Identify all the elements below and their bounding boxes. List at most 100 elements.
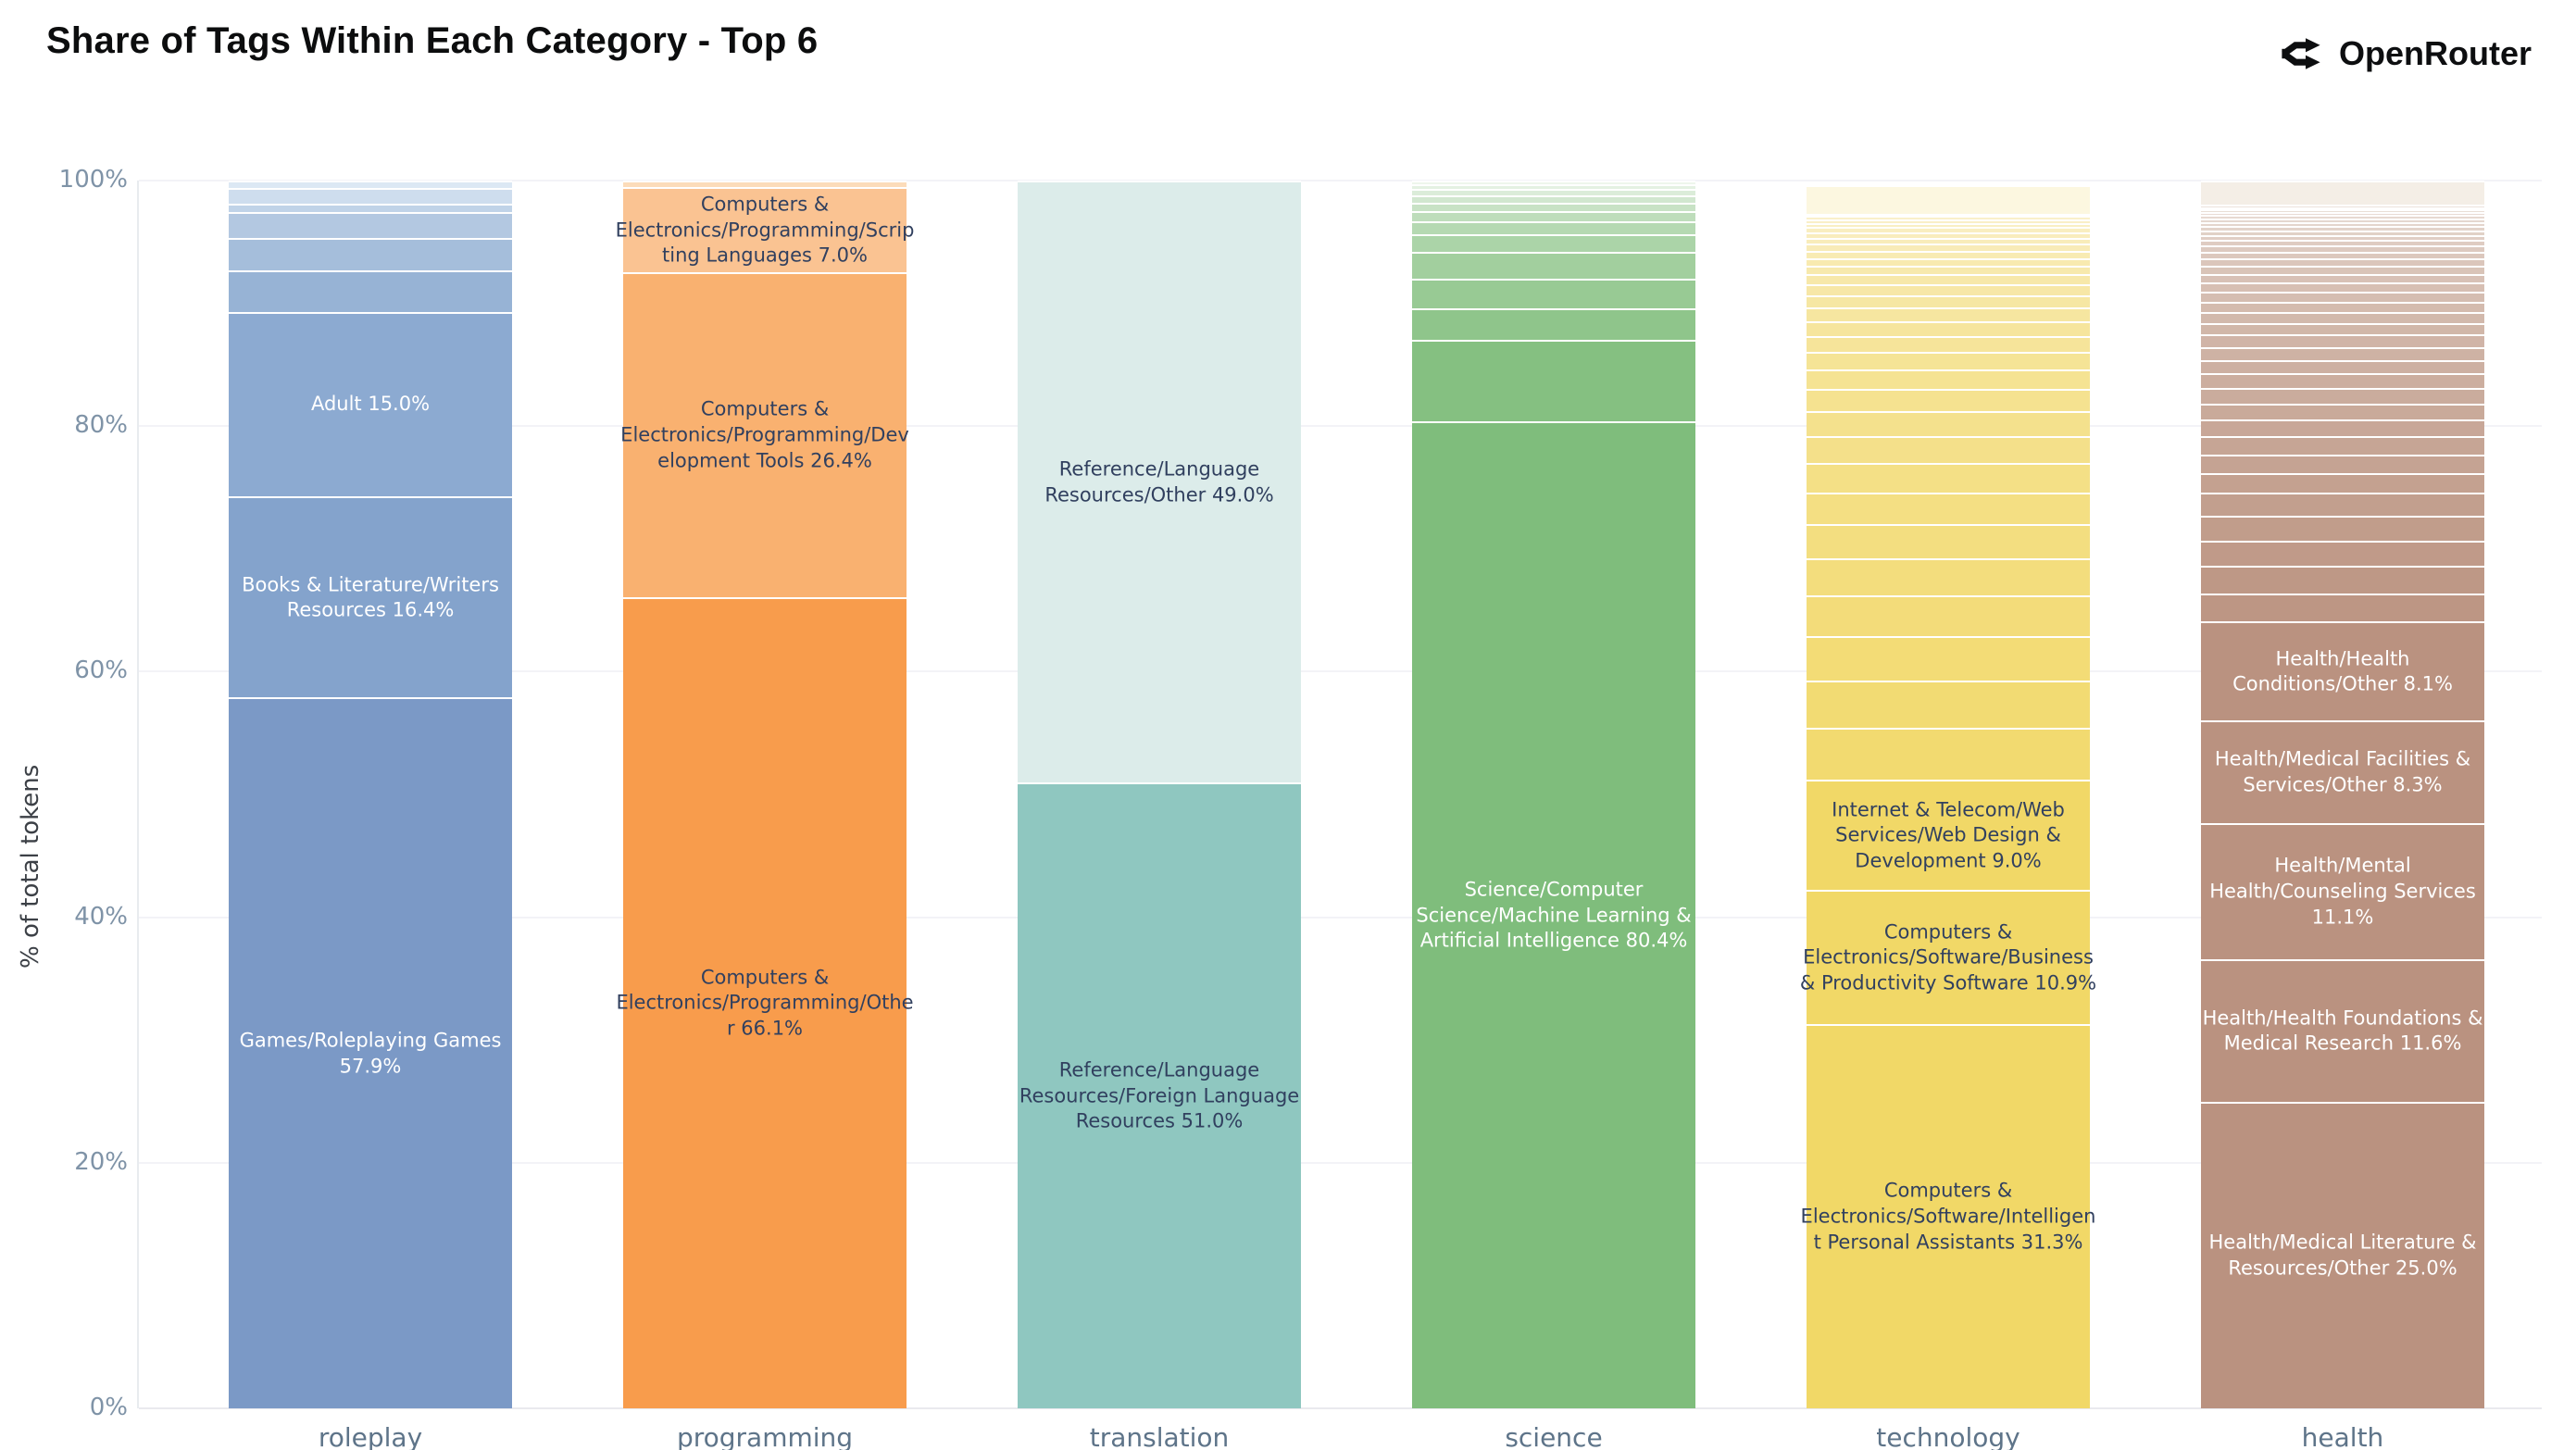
bar-segment-roleplay-7[interactable] — [229, 187, 512, 205]
bar-segment-technology-11[interactable] — [1807, 435, 2090, 463]
bar-segment-technology-12[interactable] — [1807, 411, 2090, 436]
bar-segment-science-12[interactable] — [1412, 181, 1695, 184]
bar-segment-translation-1[interactable]: Reference/Language Resources/Other 49.0% — [1018, 181, 1301, 782]
bar-segment-technology-26[interactable] — [1807, 237, 2090, 244]
bar-segment-technology-29[interactable] — [1807, 222, 2090, 228]
bar-segment-programming-1[interactable]: Computers & Electronics/Programming/Deve… — [620, 272, 909, 597]
bar-segment-health-13[interactable] — [2201, 419, 2484, 437]
bar-segment-roleplay-0[interactable]: Games/Roleplaying Games 57.9% — [229, 697, 512, 1408]
bar-segment-science-8[interactable] — [1412, 202, 1695, 212]
bar-segment-technology-0[interactable]: Computers & Electronics/Software/Intelli… — [1801, 1023, 2095, 1408]
bar-segment-technology-2[interactable]: Internet & Telecom/Web Services/Web Desi… — [1807, 780, 2090, 891]
bar-segment-health-4[interactable]: Health/Health Conditions/Other 8.1% — [2201, 621, 2484, 721]
bar-segment-science-1[interactable] — [1412, 340, 1695, 421]
bar-segment-health-3[interactable]: Health/Medical Facilities & Services/Oth… — [2201, 720, 2484, 823]
bar-segment-health-41[interactable] — [2201, 180, 2484, 206]
bar-segment-technology-1[interactable]: Computers & Electronics/Software/Busines… — [1800, 890, 2096, 1024]
bar-segment-health-32[interactable] — [2201, 230, 2484, 236]
bar-segment-science-10[interactable] — [1412, 189, 1695, 195]
bar-segment-technology-24[interactable] — [1807, 250, 2090, 258]
bar-segment-technology-15[interactable] — [1807, 352, 2090, 370]
bar-segment-health-35[interactable] — [2201, 219, 2484, 223]
bar-segment-technology-18[interactable] — [1807, 307, 2090, 321]
bar-segment-technology-8[interactable] — [1807, 524, 2090, 559]
bar-segment-health-21[interactable] — [2201, 311, 2484, 323]
bar-segment-health-6[interactable] — [2201, 566, 2484, 594]
bar-segment-health-19[interactable] — [2201, 334, 2484, 347]
bar-segment-health-11[interactable] — [2201, 454, 2484, 473]
bar-segment-translation-0[interactable]: Reference/Language Resources/Foreign Lan… — [1018, 781, 1301, 1408]
bar-segment-health-16[interactable] — [2201, 373, 2484, 389]
bar-segment-science-4[interactable] — [1412, 251, 1695, 280]
bar-segment-health-1[interactable]: Health/Health Foundations & Medical Rese… — [2201, 958, 2484, 1102]
bar-segment-health-39[interactable] — [2201, 206, 2484, 210]
bar-segment-health-31[interactable] — [2201, 235, 2484, 241]
bar-segment-roleplay-3[interactable] — [229, 269, 512, 312]
bar-segment-roleplay-5[interactable] — [229, 212, 512, 239]
bar-segment-technology-31[interactable] — [1807, 216, 2090, 219]
bar-segment-technology-13[interactable] — [1807, 389, 2090, 412]
bar-segment-technology-7[interactable] — [1807, 558, 2090, 596]
bar-segment-health-26[interactable] — [2201, 266, 2484, 274]
bar-segment-health-15[interactable] — [2201, 388, 2484, 404]
bar-segment-health-8[interactable] — [2201, 516, 2484, 541]
bar-segment-science-9[interactable] — [1412, 194, 1695, 203]
bar-segment-technology-10[interactable] — [1807, 463, 2090, 493]
bar-segment-health-24[interactable] — [2201, 282, 2484, 293]
bar-segment-science-2[interactable] — [1412, 307, 1695, 341]
bar-segment-health-5[interactable] — [2201, 593, 2484, 622]
bar-segment-health-18[interactable] — [2201, 346, 2484, 360]
bar-segment-technology-30[interactable] — [1807, 219, 2090, 223]
bar-segment-health-17[interactable] — [2201, 359, 2484, 374]
bar-segment-programming-3[interactable] — [623, 181, 907, 187]
bar-segment-science-7[interactable] — [1412, 211, 1695, 221]
bar-segment-health-7[interactable] — [2201, 540, 2484, 567]
bar-segment-technology-17[interactable] — [1807, 320, 2090, 336]
bar-segment-health-29[interactable] — [2201, 245, 2484, 252]
bar-segment-technology-28[interactable] — [1807, 227, 2090, 232]
bar-segment-technology-23[interactable] — [1807, 257, 2090, 267]
bar-segment-health-12[interactable] — [2201, 436, 2484, 455]
bar-segment-technology-19[interactable] — [1807, 295, 2090, 308]
bar-segment-technology-27[interactable] — [1807, 231, 2090, 238]
bar-segment-science-3[interactable] — [1412, 279, 1695, 308]
bar-segment-health-2[interactable]: Health/Mental Health/Counseling Services… — [2201, 822, 2484, 959]
bar-segment-technology-4[interactable] — [1807, 680, 2090, 729]
bar-segment-science-0[interactable]: Science/Computer Science/Machine Learnin… — [1412, 420, 1695, 1408]
bar-segment-health-28[interactable] — [2201, 251, 2484, 259]
bar-segment-health-9[interactable] — [2201, 492, 2484, 516]
bar-segment-health-14[interactable] — [2201, 403, 2484, 419]
bar-segment-technology-33[interactable] — [1807, 185, 2090, 214]
bar-segment-roleplay-8[interactable] — [229, 181, 512, 188]
bar-segment-technology-5[interactable] — [1807, 635, 2090, 681]
bar-segment-technology-3[interactable] — [1807, 728, 2090, 781]
bar-segment-health-25[interactable] — [2201, 273, 2484, 283]
bar-segment-technology-32[interactable] — [1807, 213, 2090, 217]
bar-segment-health-0[interactable]: Health/Medical Literature & Resources/Ot… — [2201, 1101, 2484, 1408]
bar-segment-health-23[interactable] — [2201, 292, 2484, 302]
bar-segment-technology-20[interactable] — [1807, 284, 2090, 295]
bar-segment-technology-25[interactable] — [1807, 244, 2090, 251]
bar-segment-health-10[interactable] — [2201, 472, 2484, 493]
bar-segment-technology-14[interactable] — [1807, 369, 2090, 390]
bar-segment-technology-22[interactable] — [1807, 266, 2090, 275]
bar-segment-technology-6[interactable] — [1807, 595, 2090, 636]
bar-segment-science-11[interactable] — [1412, 184, 1695, 190]
bar-segment-health-36[interactable] — [2201, 215, 2484, 219]
bar-segment-health-33[interactable] — [2201, 226, 2484, 231]
bar-segment-programming-2[interactable]: Computers & Electronics/Programming/Scri… — [616, 186, 914, 273]
bar-segment-roleplay-1[interactable]: Books & Literature/Writers Resources 16.… — [229, 495, 512, 698]
bar-segment-health-37[interactable] — [2201, 212, 2484, 216]
bar-segment-health-30[interactable] — [2201, 240, 2484, 246]
bar-segment-roleplay-2[interactable]: Adult 15.0% — [229, 311, 512, 496]
bar-segment-technology-21[interactable] — [1807, 274, 2090, 285]
bar-segment-health-20[interactable] — [2201, 322, 2484, 335]
bar-segment-science-5[interactable] — [1412, 234, 1695, 252]
bar-segment-programming-0[interactable]: Computers & Electronics/Programming/Othe… — [616, 596, 914, 1408]
bar-segment-roleplay-6[interactable] — [229, 204, 512, 213]
bar-segment-health-38[interactable] — [2201, 209, 2484, 213]
bar-segment-science-6[interactable] — [1412, 220, 1695, 235]
bar-segment-health-40[interactable] — [2201, 205, 2484, 207]
bar-segment-technology-16[interactable] — [1807, 335, 2090, 352]
bar-segment-health-34[interactable] — [2201, 222, 2484, 227]
